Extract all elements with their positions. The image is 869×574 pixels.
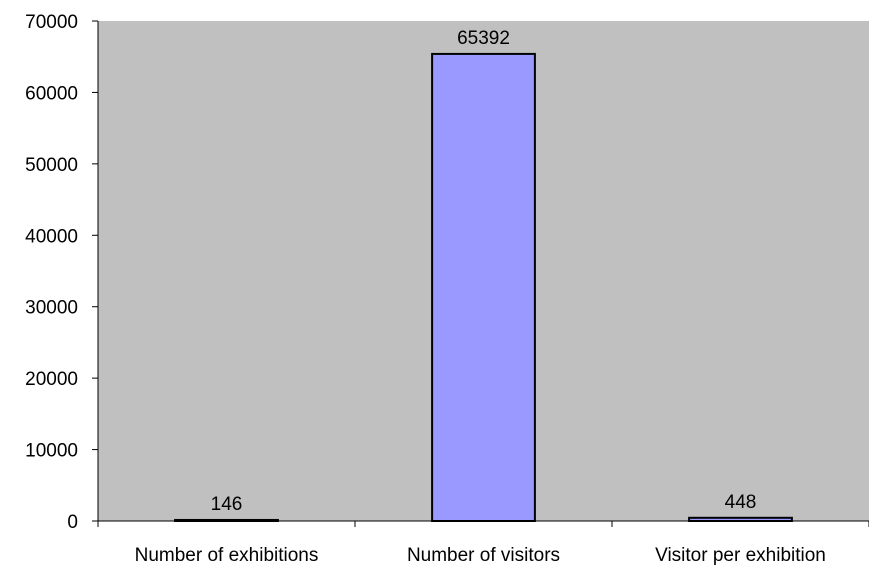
bar-2 xyxy=(431,52,536,523)
bars: 146 65392 448 xyxy=(174,28,793,523)
bar-value-label: 146 xyxy=(211,494,243,515)
y-tick-label: 40000 xyxy=(25,226,78,247)
bar-value-label: 65392 xyxy=(457,28,510,49)
x-category-label: Visitor per exhibition xyxy=(655,545,826,566)
x-category-label: Number of exhibitions xyxy=(135,545,319,566)
x-axis-ticks: Number of exhibitions Number of visitors V… xyxy=(97,521,869,566)
y-tick-label: 70000 xyxy=(25,12,78,33)
y-tick-label: 10000 xyxy=(25,441,78,462)
x-category-label: Number of visitors xyxy=(407,545,560,566)
y-tick-label: 30000 xyxy=(25,298,78,319)
y-tick-label: 60000 xyxy=(25,83,78,104)
y-axis-ticks: 0 10000 20000 30000 40000 50000 60000 70000 xyxy=(25,12,98,533)
y-tick-label: 50000 xyxy=(25,155,78,176)
bar-value-label: 448 xyxy=(725,492,757,513)
bar-1 xyxy=(174,518,279,523)
bar-3 xyxy=(688,516,793,522)
y-tick-label: 20000 xyxy=(25,369,78,390)
y-tick-label: 0 xyxy=(67,512,78,533)
